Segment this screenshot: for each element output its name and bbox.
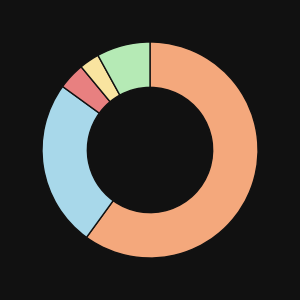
Wedge shape xyxy=(86,42,258,258)
Wedge shape xyxy=(81,56,120,102)
Wedge shape xyxy=(42,86,113,237)
Wedge shape xyxy=(63,67,110,113)
Wedge shape xyxy=(98,42,150,95)
